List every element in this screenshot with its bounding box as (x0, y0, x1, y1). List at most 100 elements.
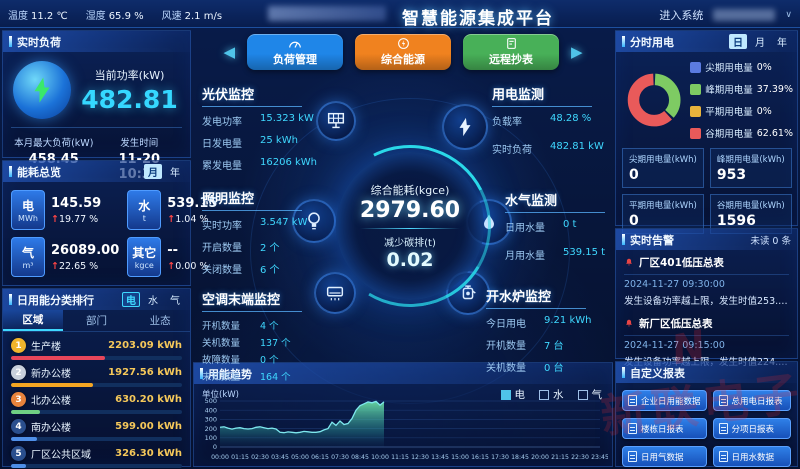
gauge-divider (359, 227, 461, 229)
nav-left-arrow-icon[interactable]: ◀ (223, 43, 235, 61)
lighting-monitor-title: 照明监控 (202, 188, 302, 211)
boiler-monitor: 开水炉监控 今日用电 9.21 kWh 开机数量 7 台关机数量 0 台 (486, 286, 612, 381)
toggle-option-日[interactable]: 日 (729, 34, 747, 49)
toggle-option-年[interactable]: 年 (170, 168, 180, 179)
monitor-row-value: 0 台 (544, 363, 564, 374)
report-button[interactable]: 日用气数据 (622, 446, 707, 467)
energy-type-unit: t (142, 214, 146, 223)
energy-type-badge: 气 m³ (11, 237, 45, 277)
toggle-option-月[interactable]: 月 (755, 38, 765, 49)
nav-integrated-energy-button[interactable]: 综合能源 (355, 34, 451, 70)
ac-monitor: 空调末端监控 开机数量 4 个关机数量 137 个故障数量 0 个未知数量 164 个 (202, 289, 334, 386)
monitor-row-value: 4 个 (260, 321, 279, 332)
energy-overview-period-toggle: 月年 (144, 164, 184, 179)
svg-text:10:00: 10:00 (371, 454, 389, 461)
tou-stat-box: 峰期用电量(kWh) 953 (709, 148, 792, 188)
alarm-item[interactable]: 厂区401低压总表 2024-11-27 09:30:00 发生设备功率越上限，发生… (624, 255, 789, 311)
monitor-row-label: 关闭数量 (202, 265, 242, 276)
monitor-row: 关机数量 137 个 (202, 335, 334, 349)
toggle-option-电[interactable]: 电 (122, 292, 140, 307)
monitor-row-label: 开启数量 (202, 243, 242, 254)
occur-time-label: 发生时间 (120, 138, 159, 149)
report-button[interactable]: 企业日用能数据 (622, 390, 707, 411)
trend-legend: 电水气 (500, 387, 602, 402)
monitor-row-value: 2 个 (260, 243, 280, 254)
energy-type-name: 其它 (132, 246, 157, 260)
legend-checkbox[interactable] (577, 389, 588, 400)
tou-stat-value: 0 (629, 213, 639, 229)
total-energy-label: 综合能耗(kgce) (370, 183, 450, 197)
energy-card-values: -- ↑0.00 % (167, 243, 208, 272)
tou-stats: 尖期用电量(kWh) 0 峰期用电量(kWh) 953 平期用电量(kWh) 0 谷期用电量… (616, 143, 797, 239)
svg-text:22:30: 22:30 (571, 454, 589, 461)
energy-card-电: 电 MWh 145.59 ↑19.77 % (11, 190, 119, 230)
monitor-row: 今日用电 9.21 kWh (486, 315, 612, 330)
monitor-row-label: 未知数量 (202, 372, 241, 383)
trend-legend-水[interactable]: 水 (539, 387, 564, 402)
alarm-unread-count: 未读 0 条 (750, 235, 791, 247)
toggle-option-部门[interactable]: 部门 (86, 315, 107, 327)
nav-load-management-button[interactable]: 负荷管理 (247, 34, 343, 70)
toggle-option-区域[interactable]: 区域 (3, 310, 63, 331)
user-name[interactable] (713, 9, 776, 21)
report-button[interactable]: 日用水数据 (712, 446, 791, 467)
monitor-row-label: 发电功率 (202, 117, 242, 128)
chevron-down-icon[interactable]: ∨ (785, 10, 792, 20)
max-load-label: 本月最大负荷(kW) (14, 138, 94, 149)
svg-text:23:45: 23:45 (591, 454, 608, 461)
tou-stat-label: 平期用电量(kWh) (629, 201, 697, 211)
rank-sub-tabs: 区域 部门 业态 (3, 310, 190, 332)
enter-system-link[interactable]: 进入系统 (659, 9, 704, 22)
monitor-row: 日用水量 0 t (505, 219, 613, 234)
monitor-row: 关机数量 0 台 (486, 359, 612, 374)
svg-text:12:30: 12:30 (411, 454, 429, 461)
total-energy-value: 2979.60 (359, 197, 461, 223)
trend-legend-电[interactable]: 电 (500, 387, 525, 402)
custom-report-panel: 自定义报表 企业日用能数据 总用电日报表 楼栋日报表 分项日报表 日用气数据 日用水数据 (615, 361, 798, 467)
toggle-option-水[interactable]: 水 (148, 296, 158, 307)
trend-legend-气[interactable]: 气 (577, 387, 602, 402)
water-gas-monitor-title: 水气监测 (505, 190, 605, 213)
rank-item: 5 厂区公共区域 326.30 kWh (11, 446, 182, 468)
gauge-icon (289, 41, 301, 48)
rank-item: 3 北办公楼 630.20 kWh (11, 392, 182, 414)
legend-checkbox[interactable] (500, 389, 511, 400)
monitor-row: 开机数量 7 台 (486, 337, 612, 352)
rank-bar-track (11, 464, 182, 468)
rank-medal-icon: 5 (11, 446, 26, 461)
legend-percent: 62.61% (756, 127, 793, 139)
power-bolt-icon (13, 61, 71, 119)
svg-text:0: 0 (213, 443, 217, 451)
toggle-option-气[interactable]: 气 (170, 296, 180, 307)
monitor-row-value: 482.81 kW (550, 141, 604, 152)
monitor-row-label: 关机数量 (202, 338, 241, 349)
toggle-option-月[interactable]: 月 (144, 164, 162, 179)
rank-bar-track (11, 356, 182, 360)
legend-checkbox[interactable] (539, 389, 549, 400)
monitor-row-value: 9.21 kWh (544, 315, 592, 326)
svg-text:03:45: 03:45 (271, 454, 289, 461)
monitor-row: 月用水量 539.15 t (505, 247, 613, 262)
panel-title: 日用能分类排行 (17, 293, 94, 307)
svg-text:16:15: 16:15 (471, 454, 489, 461)
rank-bar-fill (11, 464, 27, 468)
monitor-row: 日发电量 25 kWh (202, 135, 334, 150)
report-button[interactable]: 总用电日报表 (712, 390, 791, 411)
energy-overview-panel: 能耗总览 月年 电 MWh 145.59 ↑19.77 % 水 t 539.15 ↑1.04 … (2, 160, 217, 286)
monitor-row: 开启数量 2 个 (202, 239, 334, 254)
nav-right-arrow-icon[interactable]: ▶ (571, 43, 583, 61)
up-arrow-icon: ↑ (167, 260, 176, 272)
report-button[interactable]: 楼栋日报表 (622, 418, 707, 439)
legend-color-swatch (690, 127, 702, 139)
monitor-row-label: 日发电量 (202, 139, 242, 150)
toggle-option-年[interactable]: 年 (777, 38, 787, 49)
legend-percent: 0% (756, 61, 772, 73)
toggle-option-业态[interactable]: 业态 (149, 315, 171, 327)
rank-medal-icon: 4 (11, 419, 26, 434)
svg-text:100: 100 (205, 434, 217, 442)
nav-remote-meter-button[interactable]: 远程抄表 (463, 34, 559, 70)
report-button[interactable]: 分项日报表 (712, 418, 791, 439)
rank-item-value: 326.30 kWh (115, 448, 182, 459)
